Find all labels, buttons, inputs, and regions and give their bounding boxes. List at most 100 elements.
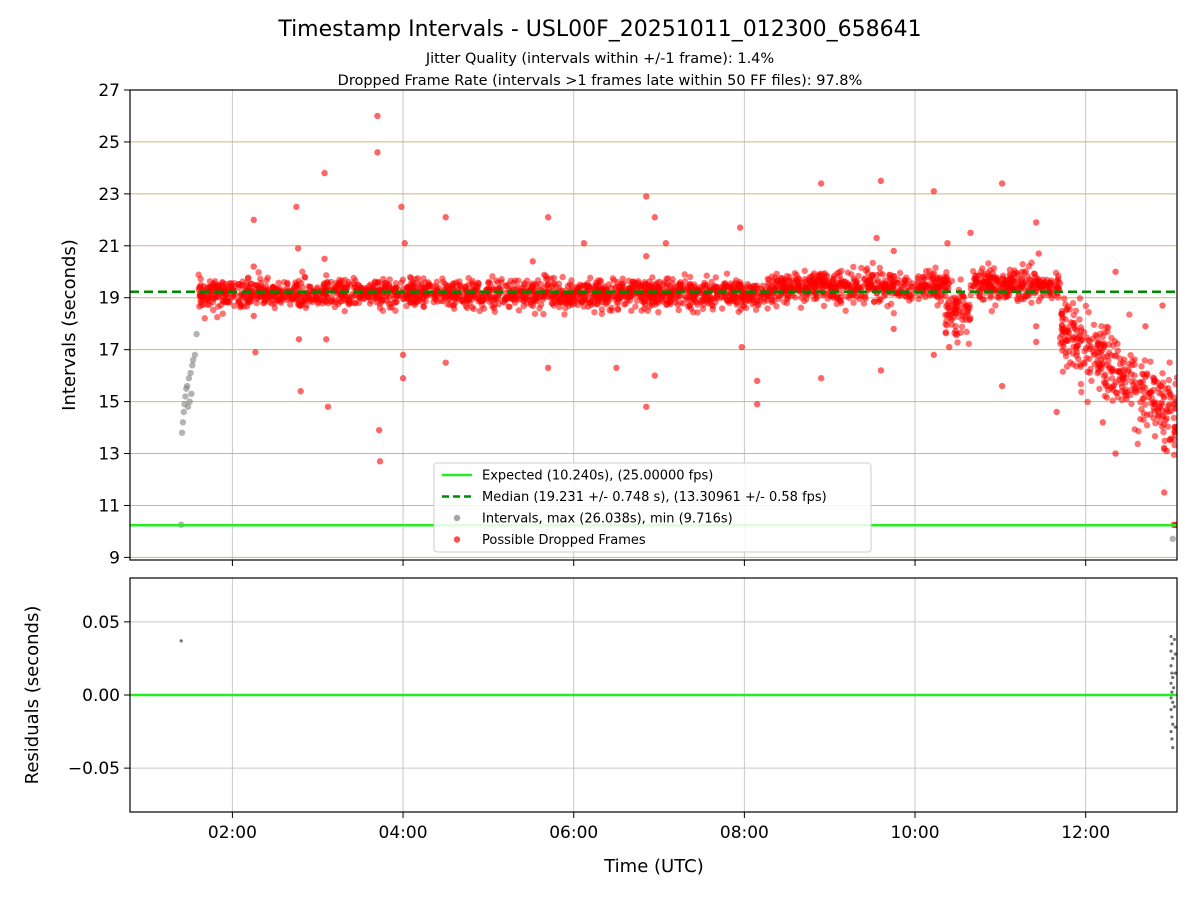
dropped-frame-point [323, 336, 330, 343]
dropped-frame-point [1086, 337, 1093, 344]
residual-point [1173, 725, 1177, 729]
dropped-frame-point [271, 304, 279, 312]
residual-point [1169, 649, 1173, 653]
dropped-frame-point [442, 359, 449, 366]
dropped-frame-point [860, 300, 868, 307]
residual-point [1171, 700, 1175, 704]
residual-point [1170, 642, 1174, 646]
dropped-frame-point [613, 364, 620, 372]
dropped-frame-point [773, 303, 780, 310]
residual-point [179, 639, 183, 643]
dropped-frame-point [674, 301, 682, 308]
dropped-frame-point [1170, 414, 1177, 422]
dropped-frame-point [601, 282, 608, 290]
dropped-frame-point [419, 294, 427, 302]
dropped-frame-point [1143, 422, 1151, 429]
dropped-frame-point [738, 343, 746, 351]
dropped-frame-point [1125, 368, 1132, 375]
dropped-frame-point [739, 302, 746, 309]
dropped-frame-point [529, 280, 536, 287]
dropped-frame-point [462, 302, 470, 310]
dropped-frame-point [296, 302, 303, 310]
dropped-frame-point [1065, 303, 1072, 310]
dropped-frame-point [948, 321, 955, 328]
dropped-frame-point [979, 265, 986, 272]
dropped-frame-point [376, 304, 384, 312]
dropped-frame-point [632, 303, 639, 310]
dropped-frame-point [374, 112, 381, 120]
dropped-frame-point [730, 281, 737, 289]
dropped-frame-point [536, 305, 543, 312]
dropped-frame-point [1156, 389, 1163, 397]
dropped-frame-point [1000, 275, 1007, 283]
dropped-frame-point [768, 298, 776, 306]
dropped-frame-point [511, 277, 519, 284]
dropped-frame-point [1079, 336, 1086, 343]
dropped-frame-point [900, 281, 908, 289]
dropped-frame-point [490, 304, 498, 312]
dropped-frame-point [1102, 371, 1109, 378]
interval-point [186, 398, 193, 405]
dropped-frame-point [562, 304, 569, 312]
dropped-frame-point [1114, 347, 1122, 354]
legend-dot-swatch [453, 536, 461, 543]
dropped-frame-point [1059, 316, 1066, 323]
dropped-frame-point [1024, 272, 1031, 280]
dropped-frame-point [1033, 219, 1040, 226]
dropped-frame-point [1029, 279, 1036, 286]
dropped-frame-point [550, 280, 557, 288]
dropped-frame-point [606, 306, 613, 314]
dropped-frame-point [924, 273, 931, 280]
dropped-frame-point [842, 307, 849, 314]
dropped-frame-point [529, 258, 536, 265]
bottom-points-layer [130, 634, 1177, 750]
dropped-frame-point [1139, 370, 1146, 378]
dropped-frame-point [417, 288, 424, 295]
dropped-frame-point [450, 305, 458, 312]
dropped-frame-point [534, 295, 542, 302]
dropped-frame-point [637, 294, 644, 301]
dropped-frame-point [442, 214, 449, 221]
bottom-y-axis-label: Residuals (seconds) [22, 606, 43, 785]
legend: Expected (10.240s), (25.00000 fps) Median… [433, 462, 872, 553]
dropped-frame-point [1035, 297, 1042, 305]
dropped-frame-point [281, 293, 288, 301]
dropped-frame-point [1122, 386, 1129, 393]
dropped-frame-point [869, 259, 876, 267]
dropped-frame-point [572, 297, 579, 304]
dropped-frame-point [257, 275, 264, 283]
dropped-frame-point [959, 293, 966, 300]
dropped-frame-point [392, 280, 400, 287]
dropped-frame-point [374, 149, 381, 156]
dropped-frame-point [1106, 365, 1113, 372]
dropped-frame-point [687, 305, 695, 312]
dropped-frame-point [1141, 401, 1149, 408]
dropped-frame-point [1071, 333, 1079, 341]
dropped-frame-point [963, 328, 970, 336]
dropped-frame-point [880, 287, 887, 294]
residual-point [1171, 656, 1175, 661]
top-y-tick-label: 19 [98, 289, 120, 309]
dropped-frame-point [1160, 393, 1167, 400]
dropped-frame-point [974, 279, 982, 286]
dropped-frame-point [597, 278, 604, 285]
dropped-frame-point [890, 247, 897, 255]
top-y-tick-label: 23 [98, 185, 120, 205]
dropped-frame-point [237, 301, 245, 308]
interval-point [189, 362, 196, 369]
dropped-frame-point [476, 297, 484, 304]
dropped-frame-point [466, 294, 473, 302]
dropped-frame-point [981, 271, 988, 278]
dropped-frame-point [591, 308, 598, 316]
dropped-frame-point [669, 280, 676, 287]
dropped-frame-point [930, 188, 938, 195]
dropped-frame-point [1085, 308, 1092, 316]
dropped-frame-point [204, 301, 211, 308]
dropped-frame-point [561, 311, 568, 318]
dropped-frame-point [1138, 363, 1145, 370]
top-y-tick-label: 21 [98, 237, 120, 257]
dropped-frame-point [338, 280, 345, 288]
dropped-frame-point [295, 336, 303, 343]
dropped-frame-point [1070, 321, 1077, 329]
interval-point [183, 382, 191, 390]
